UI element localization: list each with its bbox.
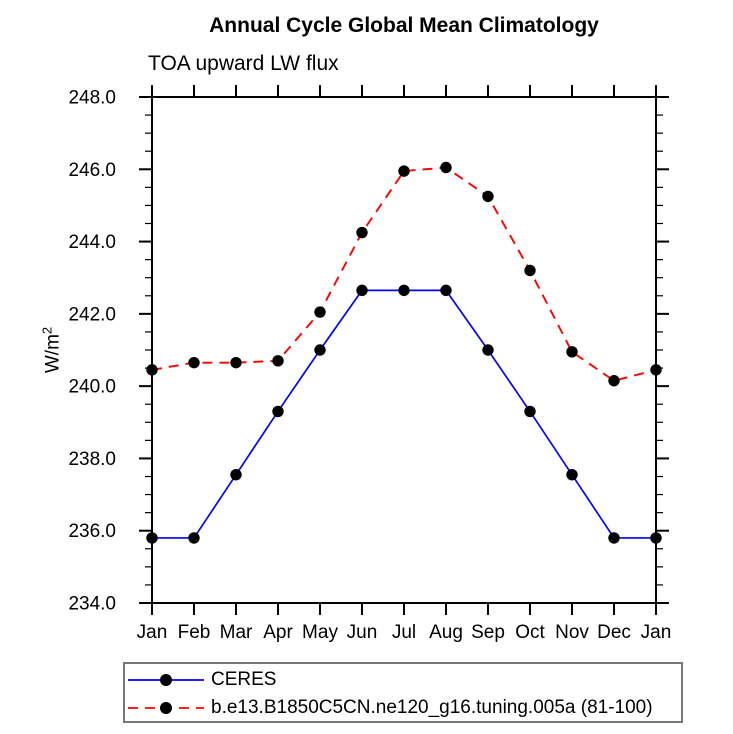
legend: CERES b.e13.B1850C5CN.ne120_g16.tuning.0… [123,662,683,723]
data-point [482,190,494,203]
series-line [152,289,656,539]
y-tick-label: 244.0 [68,232,116,253]
data-point [314,306,326,318]
data-point [272,405,284,418]
x-tick-label: Nov [555,622,589,643]
data-point [398,284,410,297]
y-tick-label: 236.0 [68,521,116,542]
legend-label-ceres: CERES [211,669,277,690]
data-point [440,284,452,297]
x-tick-label: Jun [347,622,378,643]
x-tick-label: Apr [263,622,293,643]
x-tick-label: Oct [515,622,545,643]
data-point [230,356,242,369]
y-tick-label: 238.0 [68,449,116,470]
x-tick-label: Jul [392,622,416,643]
y-tick-label: 248.0 [68,88,116,109]
data-point [608,532,620,544]
data-point [272,355,284,367]
series-line [151,166,657,382]
data-point [524,264,536,277]
data-point [356,284,368,297]
data-point [188,532,200,544]
y-tick-label: 242.0 [68,304,116,325]
x-tick-label: May [302,622,338,643]
x-tick-label: Feb [178,622,211,643]
data-point [146,364,158,376]
data-point [524,405,536,418]
data-point [188,356,200,369]
legend-line-sample-dashed [128,702,204,714]
data-point [440,161,452,174]
legend-marker-icon [160,674,172,686]
data-point [230,468,242,481]
legend-row-ceres: CERES [127,666,681,694]
data-point [650,532,662,544]
y-tick-label: 234.0 [68,594,116,615]
x-tick-label: Dec [597,622,631,643]
legend-label-model: b.e13.B1850C5CN.ne120_g16.tuning.005a (8… [211,697,653,718]
data-point [314,344,326,356]
data-point [566,468,578,481]
legend-marker-icon [160,702,172,714]
y-tick-label: 240.0 [68,377,116,398]
chart-title: Annual Cycle Global Mean Climatology [209,14,599,37]
data-point [482,344,494,356]
x-tick-label: Jan [137,622,168,643]
data-point [608,375,620,387]
x-tick-label: Aug [429,622,463,643]
chart-subtitle: TOA upward LW flux [148,52,339,75]
data-point [566,346,578,358]
legend-line-sample-solid [128,674,204,686]
x-tick-label: Sep [471,622,505,643]
legend-row-model: b.e13.B1850C5CN.ne120_g16.tuning.005a (8… [127,694,681,722]
data-point [146,532,158,544]
data-point [398,165,410,177]
data-point [650,364,662,376]
y-tick-label: 246.0 [68,160,116,181]
data-point [356,226,368,239]
x-tick-label: Jan [641,622,672,643]
x-tick-label: Mar [220,622,253,643]
